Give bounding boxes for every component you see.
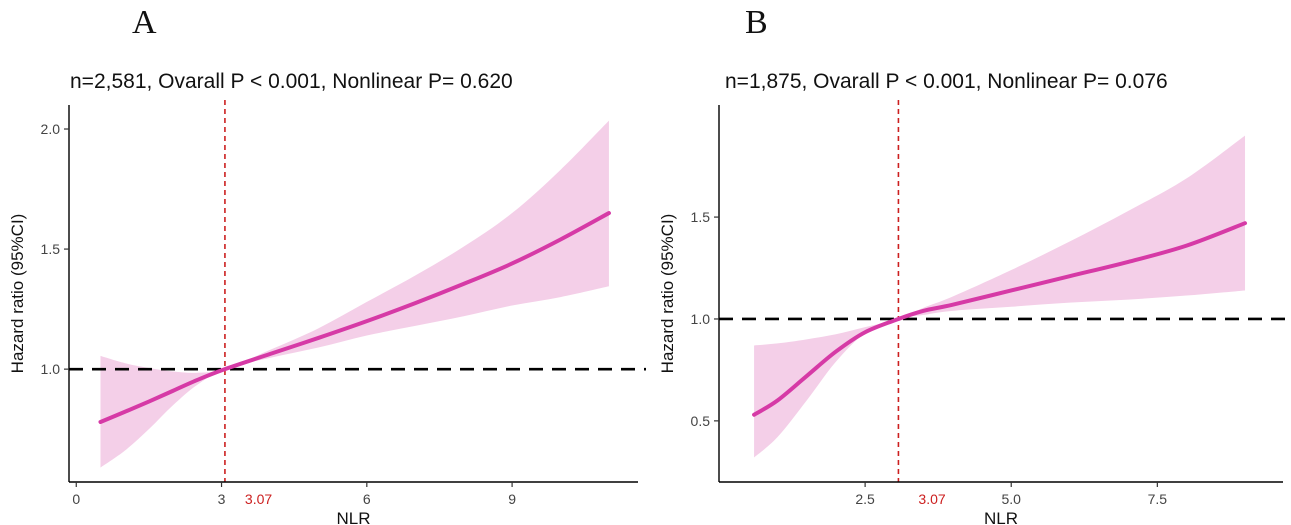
chart-a-y-axis-title: Hazard ratio (95%CI) (8, 214, 27, 374)
chart-svg-a: 0 3 6 9 3.07 1.0 1.5 2.0 NLR Hazard ratio (95%CI) (8, 100, 646, 525)
chart-b-ci-band (754, 135, 1246, 458)
chart-b-y-tick-label: 1.0 (691, 311, 711, 327)
chart-b-x-tick-label: 5.0 (1001, 491, 1021, 507)
panel-label-b: B (745, 4, 768, 41)
chart-a-y-tick-label: 2.0 (41, 121, 61, 137)
chart-b-x-axis-title: NLR (984, 509, 1018, 525)
chart-b-x-tick-label: 7.5 (1148, 491, 1168, 507)
chart-b-y-axis-title: Hazard ratio (95%CI) (658, 214, 677, 374)
panel-label-a: A (132, 4, 157, 41)
chart-b-x-tick-label: 2.5 (855, 491, 875, 507)
chart-b-cutoff-label: 3.07 (918, 491, 945, 507)
chart-a-ci-band (100, 120, 609, 468)
panel-b: B n=1,875, Ovarall P < 0.001, Nonlinear … (646, 0, 1291, 525)
chart-a-hr-curve (98, 211, 611, 424)
chart-a-x-tick-label: 6 (363, 491, 371, 507)
panel-a: A n=2,581, Ovarall P < 0.001, Nonlinear … (8, 4, 646, 525)
chart-title-b: n=1,875, Ovarall P < 0.001, Nonlinear P=… (725, 70, 1168, 93)
chart-b-y-tick-label: 0.5 (691, 413, 711, 429)
chart-svg-b: 2.5 5.0 7.5 3.07 0.5 1.0 1.5 NLR Hazard ratio (9… (658, 100, 1291, 525)
chart-b-hr-curve (752, 221, 1248, 417)
chart-a-y-tick-label: 1.0 (41, 361, 61, 377)
chart-a-x-tick-label: 0 (72, 491, 80, 507)
chart-a-x-tick-label: 9 (508, 491, 516, 507)
chart-a-y-tick-label: 1.5 (41, 241, 61, 257)
chart-title-a: n=2,581, Ovarall P < 0.001, Nonlinear P=… (70, 70, 513, 93)
chart-a-cutoff-label: 3.07 (245, 491, 272, 507)
chart-a-x-axis-title: NLR (336, 509, 370, 525)
chart-a-x-tick-label: 3 (218, 491, 226, 507)
chart-b-y-tick-label: 1.5 (691, 209, 711, 225)
